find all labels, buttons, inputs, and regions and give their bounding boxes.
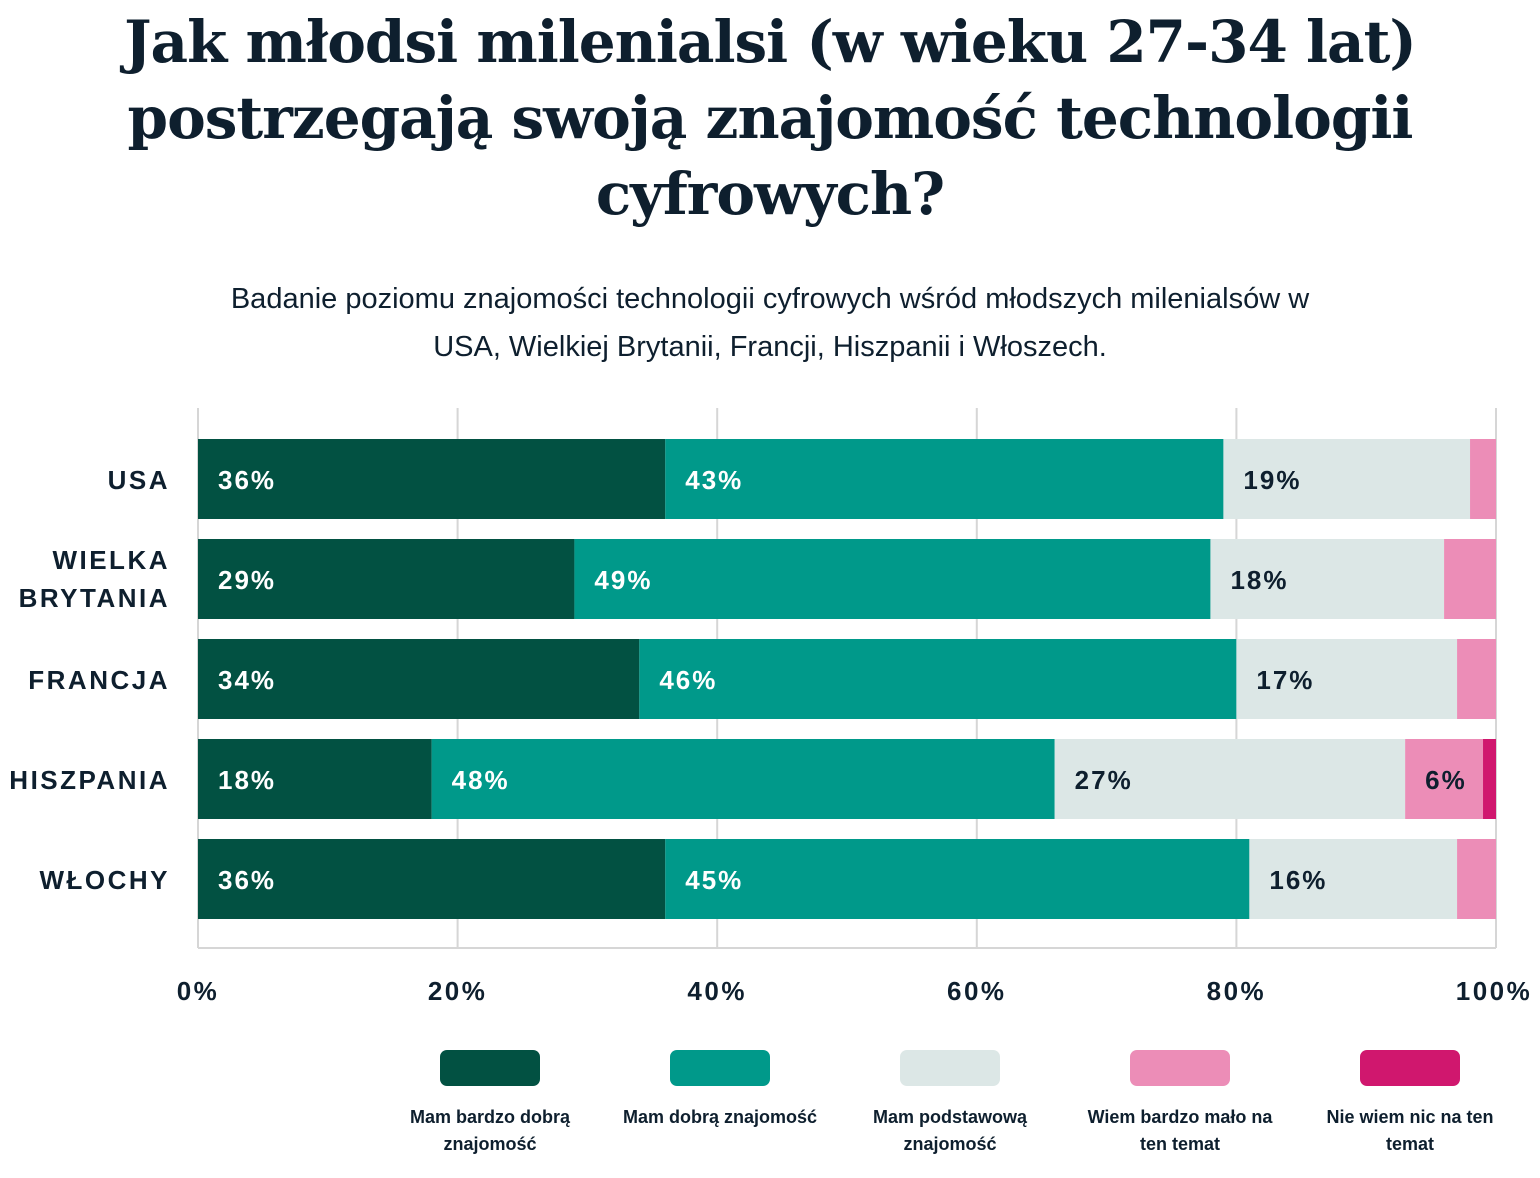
- bar-francja-wiem-bardzo-malo-na-ten-temat: [1457, 639, 1496, 719]
- data-label-francja-mam-podstawowa-znajomosc: 17%: [1256, 665, 1314, 695]
- legend-label: Mam dobrą znajomość: [622, 1107, 818, 1127]
- bar-wielka-brytania-wiem-bardzo-malo-na-ten-temat: [1444, 539, 1496, 619]
- legend-swatch: [670, 1050, 770, 1086]
- bar-francja-mam-dobra-znajomosc: [639, 639, 1237, 719]
- stacked-bar-chart: 36% 43% 19% 29% 49% 18% 34% 46% 17% 18% 48% 27% 6% 36…: [9, 408, 1533, 1006]
- data-label-hiszpania-mam-bardzo-dobra-znajomosc: 18%: [218, 765, 276, 795]
- bar-wlochy-mam-bardzo-dobra-znajomosc: [198, 839, 666, 919]
- data-label-wlochy-mam-dobra-znajomosc: 45%: [685, 865, 743, 895]
- category-label-usa: USA: [108, 465, 170, 495]
- bar-hiszpania-mam-dobra-znajomosc: [431, 739, 1055, 819]
- legend-label: Wiem bardzo mało na ten temat: [1087, 1107, 1273, 1154]
- legend-swatch: [1360, 1050, 1460, 1086]
- bar-hiszpania-mam-podstawowa-znajomosc: [1054, 739, 1406, 819]
- data-label-usa-mam-podstawowa-znajomosc: 19%: [1243, 465, 1301, 495]
- legend-item-nie-wiem-nic-na-ten-temat: Nie wiem nic na ten temat: [1295, 1050, 1525, 1158]
- bar-usa-wiem-bardzo-malo-na-ten-temat: [1470, 439, 1496, 519]
- data-label-wlochy-mam-bardzo-dobra-znajomosc: 36%: [218, 865, 276, 895]
- bar-francja-mam-bardzo-dobra-znajomosc: [198, 639, 640, 719]
- legend-label: Mam bardzo dobrą znajomość: [409, 1107, 570, 1154]
- data-label-usa-mam-dobra-znajomosc: 43%: [685, 465, 743, 495]
- data-labels: 36% 43% 19% 29% 49% 18% 34% 46% 17% 18% 48% 27% 6% 36…: [218, 465, 1467, 895]
- data-label-francja-mam-bardzo-dobra-znajomosc: 34%: [218, 665, 276, 695]
- x-tick-label-100: 100%: [1456, 976, 1533, 1006]
- legend-swatch: [440, 1050, 540, 1086]
- bar-wlochy-wiem-bardzo-malo-na-ten-temat: [1457, 839, 1496, 919]
- data-label-hiszpania-mam-dobra-znajomosc: 48%: [452, 765, 510, 795]
- data-label-usa-mam-bardzo-dobra-znajomosc: 36%: [218, 465, 276, 495]
- chart-title: Jak młodsi milenialsi (w wieku 27-34 lat…: [124, 8, 1417, 228]
- bar-usa-mam-bardzo-dobra-znajomosc: [198, 439, 666, 519]
- bar-wielka-brytania-mam-dobra-znajomosc: [574, 539, 1211, 619]
- category-label-francja: FRANCJA: [28, 665, 170, 695]
- bar-usa-mam-dobra-znajomosc: [665, 439, 1224, 519]
- category-label-wielka-brytania: WIELKA BRYTANIA: [19, 545, 170, 613]
- category-labels: USA WIELKA BRYTANIA FRANCJA HISZPANIA WŁOCHY: [9, 465, 170, 895]
- data-label-wielka-brytania-mam-dobra-znajomosc: 49%: [594, 565, 652, 595]
- bar-wlochy-mam-dobra-znajomosc: [665, 839, 1250, 919]
- legend-item-mam-bardzo-dobra-znajomosc: Mam bardzo dobrą znajomość: [375, 1050, 605, 1158]
- bar-wielka-brytania-mam-podstawowa-znajomosc: [1210, 539, 1445, 619]
- x-tick-label-60: 60%: [947, 976, 1007, 1006]
- x-tick-label-80: 80%: [1207, 976, 1267, 1006]
- legend-swatch: [900, 1050, 1000, 1086]
- bar-wielka-brytania-mam-bardzo-dobra-znajomosc: [198, 539, 575, 619]
- legend-item-mam-podstawowa-znajomosc: Mam podstawową znajomość: [835, 1050, 1065, 1158]
- bar-francja-mam-podstawowa-znajomosc: [1236, 639, 1458, 719]
- legend-label: Mam podstawową znajomość: [872, 1107, 1028, 1154]
- bar-usa-mam-podstawowa-znajomosc: [1223, 439, 1471, 519]
- bar-hiszpania-nie-wiem-nic-na-ten-temat: [1483, 739, 1496, 819]
- category-label-wlochy: WŁOCHY: [39, 865, 170, 895]
- data-label-hiszpania-mam-podstawowa-znajomosc: 27%: [1075, 765, 1133, 795]
- data-label-francja-mam-dobra-znajomosc: 46%: [659, 665, 717, 695]
- legend-swatch: [1130, 1050, 1230, 1086]
- x-tick-label-0: 0%: [177, 976, 220, 1006]
- legend-item-wiem-bardzo-malo-na-ten-temat: Wiem bardzo mało na ten temat: [1065, 1050, 1295, 1158]
- x-tick-label-40: 40%: [687, 976, 747, 1006]
- data-label-wlochy-mam-podstawowa-znajomosc: 16%: [1269, 865, 1327, 895]
- legend-item-mam-dobra-znajomosc: Mam dobrą znajomość: [605, 1050, 835, 1131]
- bar-hiszpania-mam-bardzo-dobra-znajomosc: [198, 739, 432, 819]
- legend-label: Nie wiem nic na ten temat: [1326, 1107, 1494, 1154]
- data-label-wielka-brytania-mam-bardzo-dobra-znajomosc: 29%: [218, 565, 276, 595]
- category-label-hiszpania: HISZPANIA: [9, 765, 170, 795]
- x-axis-ticks: 0% 20% 40% 60% 80% 100%: [177, 976, 1533, 1006]
- data-label-wielka-brytania-mam-podstawowa-znajomosc: 18%: [1230, 565, 1288, 595]
- legend: Mam bardzo dobrą znajomość Mam dobrą znaj…: [375, 1050, 1525, 1170]
- bars: [198, 439, 1496, 919]
- bar-hiszpania-wiem-bardzo-malo-na-ten-temat: [1405, 739, 1484, 819]
- x-tick-label-20: 20%: [428, 976, 488, 1006]
- data-label-hiszpania-wiem-bardzo-malo-na-ten-temat: 6%: [1425, 765, 1467, 795]
- chart-subtitle: Badanie poziomu znajomości technologii c…: [230, 283, 1310, 363]
- bar-wlochy-mam-podstawowa-znajomosc: [1249, 839, 1458, 919]
